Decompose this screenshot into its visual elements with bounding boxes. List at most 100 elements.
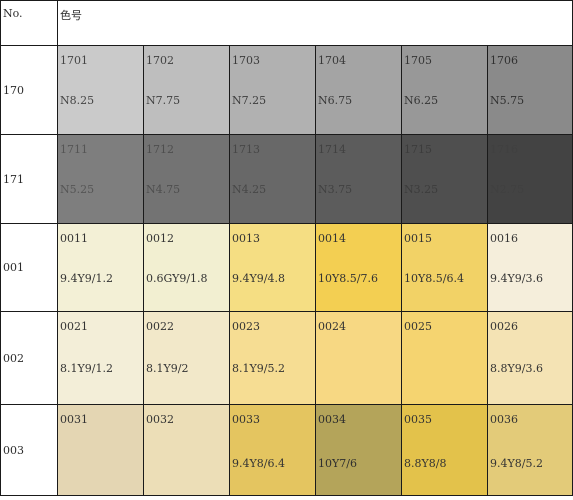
munsell-value: N7.75	[146, 94, 181, 107]
color-swatch-cell: 0036 9.4Y8/5.2	[486, 404, 573, 496]
munsell-value: N6.25	[404, 94, 439, 107]
munsell-value: 9.4Y9/4.8	[232, 272, 285, 285]
color-code: 1706	[490, 54, 518, 67]
color-number-header-label: 色号	[60, 9, 82, 22]
color-swatch-cell: 0032	[143, 404, 230, 496]
color-swatch-cell: 1702 N7.75	[143, 45, 230, 135]
color-swatch-cell: 1713 N4.25	[229, 134, 316, 224]
color-swatch-cell: 0024	[315, 311, 402, 405]
color-code: 0024	[318, 320, 346, 333]
munsell-value: 9.4Y9/3.6	[490, 272, 543, 285]
munsell-value: N4.25	[232, 183, 267, 196]
munsell-value: N3.25	[404, 183, 439, 196]
munsell-value: 8.1Y9/2	[146, 362, 189, 375]
color-swatch-cell: 1705 N6.25	[401, 45, 488, 135]
color-code: 0033	[232, 413, 260, 426]
munsell-value: N6.75	[318, 94, 353, 107]
header-row: No. 色号	[0, 0, 573, 46]
color-code: 1704	[318, 54, 346, 67]
color-code: 1705	[404, 54, 432, 67]
color-swatch-cell: 1706 N5.75	[486, 45, 573, 135]
row-number-label: 171	[3, 172, 24, 186]
munsell-value: 8.1Y9/1.2	[60, 362, 113, 375]
table-row: 002 0021 8.1Y9/1.2 0022 8.1Y9/2 0023 8.1Y9/5.2…	[0, 311, 573, 405]
color-swatch-cell: 0031	[57, 404, 144, 496]
row-number-cell: 003	[0, 404, 58, 496]
munsell-value: 9.4Y8/5.2	[490, 457, 543, 470]
color-swatch-cell: 0015 10Y8.5/6.4	[401, 223, 488, 312]
color-code: 1714	[318, 143, 346, 156]
munsell-value: N4.75	[146, 183, 181, 196]
color-swatch-cell: 1715 N3.25	[401, 134, 488, 224]
color-code: 0031	[60, 413, 88, 426]
munsell-value: 10Y8.5/7.6	[318, 272, 378, 285]
table-row: 001 0011 9.4Y9/1.2 0012 0.6GY9/1.8 0013 9.4Y9/…	[0, 223, 573, 312]
no-header-label: No.	[3, 7, 23, 20]
munsell-value: N3.75	[318, 183, 353, 196]
row-number-label: 170	[3, 83, 24, 97]
munsell-value: 0.6GY9/1.8	[146, 272, 208, 285]
color-code: 1712	[146, 143, 174, 156]
color-swatch-cell: 0025	[401, 311, 488, 405]
color-code: 0015	[404, 232, 432, 245]
munsell-value: N5.75	[490, 94, 525, 107]
color-code: 0034	[318, 413, 346, 426]
munsell-value: 8.8Y8/8	[404, 457, 447, 470]
color-swatch-cell: 1714 N3.75	[315, 134, 402, 224]
color-swatch-cell: 0012 0.6GY9/1.8	[143, 223, 230, 312]
color-swatch-cell: 0034 10Y7/6	[315, 404, 402, 496]
color-swatch-cell: 0026 8.8Y9/3.6	[486, 311, 573, 405]
row-number-cell: 170	[0, 45, 58, 135]
munsell-value: N2.75	[490, 183, 525, 196]
no-header-cell: No.	[0, 0, 58, 46]
color-code: 1713	[232, 143, 260, 156]
color-code: 0014	[318, 232, 346, 245]
color-code: 1701	[60, 54, 88, 67]
row-number-cell: 001	[0, 223, 58, 312]
color-swatch-cell: 0014 10Y8.5/7.6	[315, 223, 402, 312]
color-swatch-cell: 1712 N4.75	[143, 134, 230, 224]
color-swatch-cell: 1704 N6.75	[315, 45, 402, 135]
munsell-value: 10Y7/6	[318, 457, 357, 470]
color-code: 0011	[60, 232, 88, 245]
color-swatch-cell: 0035 8.8Y8/8	[401, 404, 488, 496]
color-swatch-cell: 0023 8.1Y9/5.2	[229, 311, 316, 405]
color-swatch-cell: 1716 N2.75	[486, 134, 573, 224]
color-code: 1703	[232, 54, 260, 67]
munsell-value: 9.4Y8/6.4	[232, 457, 285, 470]
table-row: 003 0031 0032 0033 9.4Y8/6.4 0034 10Y7/6 0035 8.…	[0, 404, 573, 496]
color-code: 0023	[232, 320, 260, 333]
table-row: 170 1701 N8.25 1702 N7.75 1703 N7.25 1704 N6.75 1…	[0, 45, 573, 135]
color-code: 0032	[146, 413, 174, 426]
munsell-value: 10Y8.5/6.4	[404, 272, 464, 285]
color-swatch-cell: 0013 9.4Y9/4.8	[229, 223, 316, 312]
color-number-header-cell: 色号	[56, 0, 573, 46]
row-number-label: 003	[3, 443, 24, 457]
color-swatch-cell: 1703 N7.25	[229, 45, 316, 135]
color-swatch-cell: 1701 N8.25	[57, 45, 144, 135]
row-number-label: 002	[3, 351, 24, 365]
color-swatch-cell: 0033 9.4Y8/6.4	[229, 404, 316, 496]
color-code: 0026	[490, 320, 518, 333]
row-number-label: 001	[3, 261, 24, 274]
color-code: 1715	[404, 143, 432, 156]
color-swatch-cell: 0011 9.4Y9/1.2	[57, 223, 144, 312]
munsell-value: 9.4Y9/1.2	[60, 272, 113, 285]
munsell-value: N7.25	[232, 94, 267, 107]
munsell-value: 8.1Y9/5.2	[232, 362, 285, 375]
color-code: 0035	[404, 413, 432, 426]
color-swatch-cell: 0021 8.1Y9/1.2	[57, 311, 144, 405]
row-number-cell: 171	[0, 134, 58, 224]
color-code: 0022	[146, 320, 174, 333]
color-code: 0021	[60, 320, 88, 333]
table-row: 171 1711 N5.25 1712 N4.75 1713 N4.25 1714 N3.75 1…	[0, 134, 573, 224]
color-code: 1716	[490, 143, 518, 156]
color-swatch-cell: 0016 9.4Y9/3.6	[486, 223, 573, 312]
color-swatch-cell: 0022 8.1Y9/2	[143, 311, 230, 405]
color-code: 1711	[60, 143, 88, 156]
munsell-value: N5.25	[60, 183, 95, 196]
color-swatch-cell: 1711 N5.25	[57, 134, 144, 224]
color-code: 1702	[146, 54, 174, 67]
color-code: 0036	[490, 413, 518, 426]
